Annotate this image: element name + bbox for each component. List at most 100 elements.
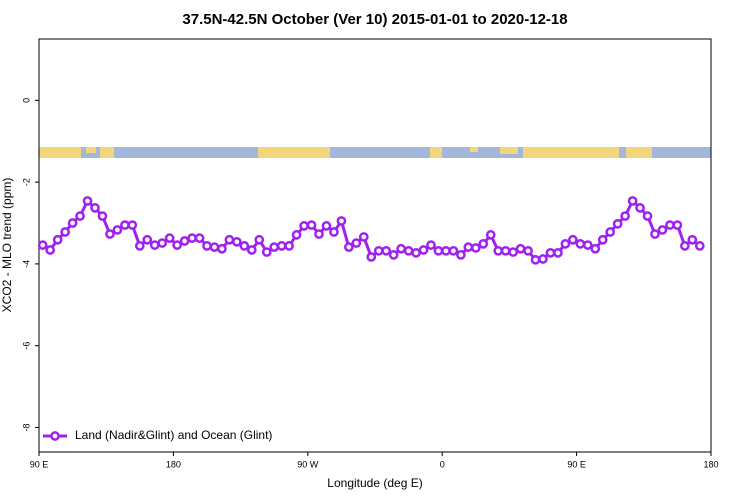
x-axis-label: Longitude (deg E) xyxy=(327,476,422,490)
data-point xyxy=(90,203,100,213)
data-point xyxy=(269,242,280,252)
data-point xyxy=(60,227,70,237)
data-point xyxy=(67,218,78,228)
data-point xyxy=(366,252,377,262)
data-point xyxy=(575,239,586,249)
data-point xyxy=(530,254,541,265)
data-point xyxy=(411,248,421,258)
data-point xyxy=(627,196,638,206)
data-point xyxy=(694,241,705,251)
data-point xyxy=(418,245,429,255)
data-point xyxy=(687,234,698,245)
y-tick-label: -6 xyxy=(21,342,31,350)
x-tick-label: 90 E xyxy=(567,459,586,469)
data-point xyxy=(485,230,496,240)
x-tick-label: 90 E xyxy=(30,459,49,469)
data-point xyxy=(254,234,265,245)
data-point xyxy=(426,240,436,250)
data-point xyxy=(665,220,675,230)
x-tick-label: 180 xyxy=(166,459,181,469)
data-point xyxy=(508,247,518,257)
data-point xyxy=(82,196,93,206)
land-ocean-strip xyxy=(39,147,711,158)
data-point xyxy=(276,241,287,251)
data-point xyxy=(441,245,451,256)
data-point xyxy=(157,238,168,248)
data-point xyxy=(127,220,138,230)
data-point xyxy=(232,236,242,247)
y-axis-label: XCO2 - MLO trend (ppm) xyxy=(0,178,14,313)
data-point xyxy=(538,254,548,264)
data-point xyxy=(388,250,399,260)
data-point xyxy=(172,240,182,250)
data-point xyxy=(179,236,190,246)
data-point xyxy=(597,234,608,245)
data-point xyxy=(217,243,227,254)
data-point xyxy=(336,216,347,226)
data-point xyxy=(582,240,593,250)
data-point xyxy=(612,218,623,229)
data-point xyxy=(433,245,444,256)
data-point xyxy=(142,234,153,245)
x-tick-label: 0 xyxy=(440,459,445,469)
data-point xyxy=(164,233,175,243)
data-point xyxy=(493,245,504,256)
data-point xyxy=(239,241,250,251)
y-tick-label: -4 xyxy=(21,260,31,268)
data-point xyxy=(680,241,690,251)
data-point xyxy=(635,203,645,213)
data-point xyxy=(246,245,257,255)
data-point xyxy=(351,238,362,248)
data-point xyxy=(403,245,414,256)
data-point xyxy=(97,211,108,221)
x-tick-label: 90 W xyxy=(297,459,319,469)
data-point xyxy=(620,211,630,221)
data-point xyxy=(224,234,235,245)
data-point xyxy=(37,240,48,250)
data-point xyxy=(448,245,459,256)
data-point xyxy=(52,234,63,245)
data-point xyxy=(560,239,571,249)
data-point xyxy=(642,211,653,221)
data-point xyxy=(120,220,130,230)
legend-label: Land (Nadir&Glint) and Ocean (Glint) xyxy=(75,428,272,442)
data-point xyxy=(306,220,317,230)
data-point xyxy=(344,242,354,252)
data-point xyxy=(75,211,85,221)
data-point xyxy=(194,233,205,243)
data-point xyxy=(105,229,115,239)
data-point xyxy=(605,227,616,237)
data-point xyxy=(202,241,212,251)
data-point xyxy=(209,242,220,252)
data-point xyxy=(657,225,668,235)
data-point xyxy=(523,245,533,256)
data-point xyxy=(381,245,392,256)
data-point xyxy=(568,234,578,245)
data-point xyxy=(396,243,406,254)
y-tick-label: -2 xyxy=(21,178,31,186)
data-point xyxy=(45,245,56,255)
chart-title: 37.5N-42.5N October (Ver 10) 2015-01-01 … xyxy=(182,11,567,28)
x-tick-label: 180 xyxy=(703,459,718,469)
data-point xyxy=(590,243,601,254)
series-line xyxy=(41,198,701,262)
data-point xyxy=(463,242,474,252)
y-tick-label: -8 xyxy=(21,423,31,431)
data-point xyxy=(650,229,660,239)
data-point xyxy=(261,247,272,257)
data-point xyxy=(672,220,683,230)
data-point xyxy=(134,241,145,251)
data-point xyxy=(299,221,309,231)
data-point xyxy=(545,248,556,258)
data-point xyxy=(291,230,302,240)
data-point xyxy=(149,240,160,250)
data-point xyxy=(456,250,466,260)
data-point xyxy=(284,241,294,251)
data-point xyxy=(553,248,563,258)
data-point xyxy=(112,225,123,235)
data-point xyxy=(478,239,489,249)
data-point xyxy=(515,243,526,254)
data-point xyxy=(187,233,197,243)
data-point xyxy=(470,243,481,253)
